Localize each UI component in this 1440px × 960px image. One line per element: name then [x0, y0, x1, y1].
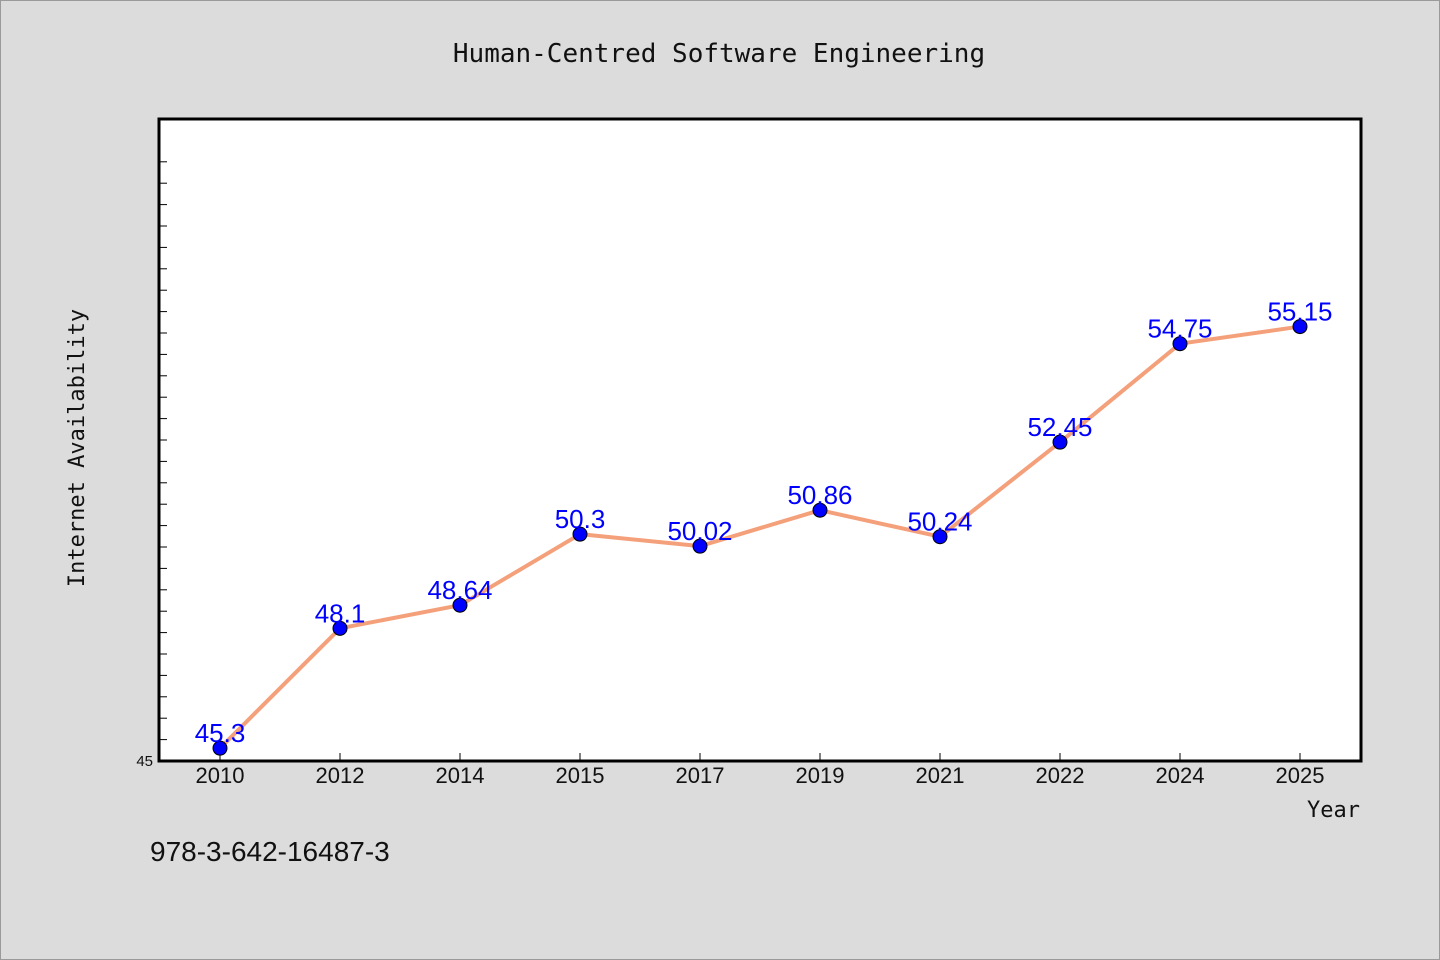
series-markers: [212, 319, 1308, 756]
x-tick-label: 2025: [1276, 763, 1325, 788]
x-axis-label: Year: [1307, 798, 1360, 823]
x-tick-label: 2012: [316, 763, 365, 788]
x-tick-label: 2014: [436, 763, 485, 788]
data-label: 48.1: [315, 598, 366, 628]
isbn-text: 978-3-642-16487-3: [150, 836, 390, 867]
chart-title: Human-Centred Software Engineering: [453, 39, 985, 69]
x-tick-label: 2010: [196, 763, 245, 788]
x-tick-label: 2015: [556, 763, 605, 788]
y-axis-ticks: [159, 161, 167, 762]
x-tick-label: 2021: [916, 763, 965, 788]
data-point: [572, 526, 588, 542]
data-label: 45.3: [195, 718, 246, 748]
y-tick-label-min: 45: [136, 753, 153, 770]
series-line: [218, 324, 1301, 750]
data-label: 50.86: [787, 480, 852, 510]
data-point: [212, 740, 228, 756]
x-tick-label: 2017: [676, 763, 725, 788]
data-label: 50.24: [907, 507, 972, 537]
data-label: 50.3: [555, 504, 606, 534]
data-label: 54.75: [1147, 314, 1212, 344]
data-point: [452, 597, 468, 613]
data-point: [1172, 336, 1188, 352]
data-point: [932, 529, 948, 545]
x-tick-label: 2019: [796, 763, 845, 788]
data-label: 52.45: [1027, 412, 1092, 442]
data-label: 55.15: [1267, 297, 1332, 327]
data-point: [1292, 319, 1308, 335]
data-point: [332, 620, 348, 636]
data-label: 48.64: [427, 575, 492, 605]
plot-area: [157, 117, 1363, 763]
data-label: 50.02: [667, 516, 732, 546]
data-point: [1052, 434, 1068, 450]
x-axis-tick-labels: 2010 2012 2014 2015 2017 2019 2021 2022 2024 2025: [196, 763, 1325, 788]
data-point: [692, 538, 708, 554]
x-axis-ticks: [219, 753, 1301, 761]
x-tick-label: 2024: [1156, 763, 1205, 788]
x-tick-label: 2022: [1036, 763, 1085, 788]
y-axis-label: Internet Availability: [65, 309, 90, 587]
data-labels: 45.3 48.1 48.64 50.3 50.02 50.86 50.24 52.45 54.…: [195, 297, 1333, 749]
data-point: [812, 502, 828, 518]
